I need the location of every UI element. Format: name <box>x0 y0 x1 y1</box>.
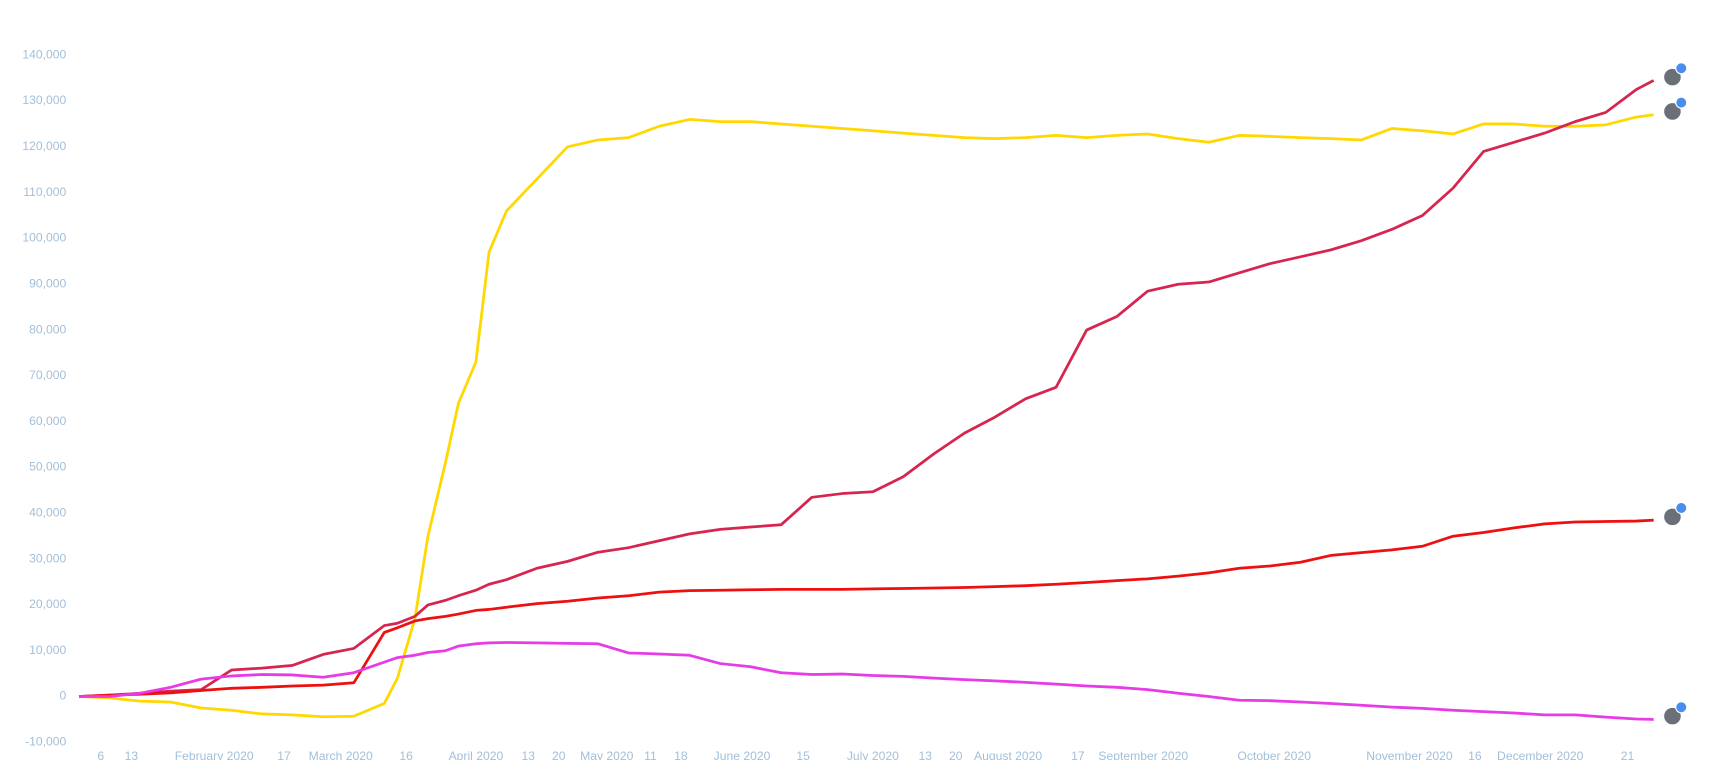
x-tick-label: February 2020 <box>175 749 254 760</box>
series-line <box>78 113 1654 719</box>
series-line <box>78 518 1654 698</box>
avatar <box>1663 67 1682 87</box>
series-line <box>78 641 1654 721</box>
y-tick-label: 100,000 <box>22 231 66 245</box>
x-tick-label: November 2020 <box>1366 749 1453 760</box>
y-tick-label: 120,000 <box>22 139 66 153</box>
y-tick-label: 20,000 <box>29 597 66 611</box>
x-tick-label: 15 <box>796 749 810 760</box>
y-tick-label: 70,000 <box>29 368 66 382</box>
avatar-badge <box>1675 501 1688 515</box>
x-tick-label: April 2020 <box>449 749 504 760</box>
y-tick-label: -10,000 <box>25 735 66 749</box>
x-tick-label: 20 <box>949 749 963 760</box>
y-tick-label: 30,000 <box>29 551 66 565</box>
x-tick-label: March 2020 <box>309 749 373 760</box>
x-tick-label: September 2020 <box>1098 749 1188 760</box>
x-tick-label: 13 <box>918 749 932 760</box>
avatar-badge <box>1675 62 1688 75</box>
y-tick-label: 40,000 <box>29 505 66 519</box>
x-tick-label: 6 <box>97 749 104 760</box>
x-tick-label: 17 <box>1071 749 1085 760</box>
x-tick-label: 17 <box>277 749 291 760</box>
y-tick-label: 130,000 <box>22 93 66 107</box>
y-tick-label: 10,000 <box>29 643 66 657</box>
x-tick-label: May 2020 <box>580 749 634 760</box>
x-tick-label: 13 <box>522 749 536 760</box>
x-tick-label: 21 <box>1621 749 1635 760</box>
y-tick-label: 50,000 <box>29 460 66 474</box>
series-line <box>78 79 1655 698</box>
x-tick-label: 16 <box>1468 749 1482 760</box>
x-tick-label: 11 <box>644 749 657 760</box>
avatar-badge <box>1675 96 1688 109</box>
x-tick-label: October 2020 <box>1237 749 1311 760</box>
avatar <box>1663 102 1682 121</box>
avatar <box>1663 507 1682 527</box>
y-tick-label: 140,000 <box>22 47 66 61</box>
y-tick-label: 60,000 <box>29 414 66 428</box>
y-tick-label: 80,000 <box>29 322 66 336</box>
avatar <box>1663 706 1682 726</box>
x-tick-label: 18 <box>674 749 688 760</box>
y-tick-label: 90,000 <box>29 276 66 290</box>
avatar-badge <box>1675 701 1688 714</box>
x-tick-label: August 2020 <box>974 749 1042 760</box>
x-tick-label: 16 <box>399 749 413 760</box>
x-tick-label: December 2020 <box>1497 749 1584 760</box>
x-tick-label: 13 <box>125 749 139 760</box>
x-tick-label: 20 <box>552 749 566 760</box>
y-tick-label: 110,000 <box>23 185 66 199</box>
x-tick-label: June 2020 <box>714 749 771 760</box>
y-tick-label: 0 <box>60 689 67 703</box>
x-tick-label: July 2020 <box>847 749 899 760</box>
